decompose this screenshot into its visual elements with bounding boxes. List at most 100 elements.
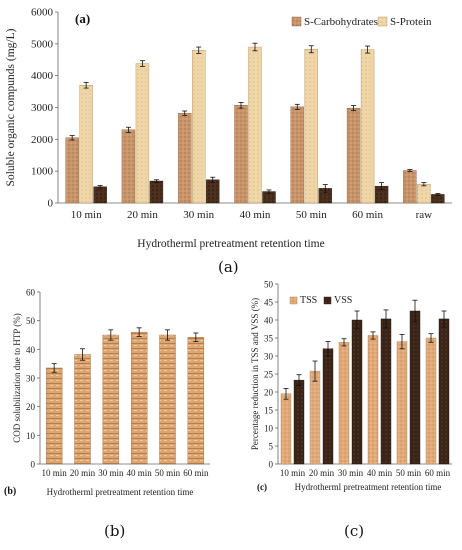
chart-a: 0 1000 2000 3000 4000 5000 6000 Soluble organic… [5, 7, 452, 250]
legend-label: S-Protein [390, 16, 432, 28]
y-axis-label: COD solubilization due to HTP (%) [12, 313, 22, 442]
y-tick-label: 60 [26, 288, 36, 298]
y-tick-label: 50 [26, 316, 36, 326]
legend-label: TSS [300, 295, 317, 306]
y-tick-label: 50 [264, 280, 274, 290]
y-axis-label: Percentage reduction in TSS and VSS (%) [250, 298, 260, 450]
legend-swatch [289, 296, 298, 305]
y-tick-label: 2000 [31, 134, 54, 146]
y-tick-label: 10 [264, 424, 274, 434]
x-tick-label: 50 min [396, 468, 422, 478]
y-tick-label: 45 [264, 298, 274, 308]
y-tick-label: 30 [26, 374, 36, 384]
legend-label: VSS [334, 295, 352, 306]
x-tick-label: 10 min [280, 468, 306, 478]
bar [346, 107, 361, 204]
bar [438, 318, 450, 465]
bar [304, 49, 318, 204]
y-tick-label: 40 [26, 345, 36, 355]
y-tick-label: 0 [48, 198, 54, 210]
x-tick-label: 50 min [155, 468, 181, 478]
y-tick-label: 5 [269, 442, 274, 452]
bar [409, 310, 421, 465]
panel-label: (b) [4, 486, 16, 497]
x-tick-label: 30 min [183, 209, 214, 221]
caption-a: (a) [218, 258, 239, 276]
y-tick-label: 20 [26, 402, 36, 412]
x-tick-label: 10 min [71, 209, 102, 221]
x-axis-label: Hydrotherml pretreatment retention time [47, 487, 194, 497]
bar [45, 367, 63, 465]
y-tick-label: 5000 [31, 38, 54, 50]
bar [187, 337, 205, 465]
bar [178, 113, 192, 204]
y-tick-label: 0 [269, 460, 274, 470]
y-tick-label: 3000 [31, 102, 54, 114]
bar [425, 337, 437, 465]
x-tick-label: 30 min [338, 468, 364, 478]
bar [351, 319, 363, 465]
y-axis-label: Soluble organic compunds (mg/L) [5, 28, 17, 186]
bar [159, 334, 176, 465]
y-tick-label: 40 [264, 316, 274, 326]
y-tick-label: 20 [264, 388, 274, 398]
bar [396, 341, 408, 465]
bar [417, 184, 431, 204]
bar [93, 186, 107, 204]
x-tick-label: 20 min [309, 468, 335, 478]
x-tick-label: 40 min [240, 209, 271, 221]
bar [74, 354, 91, 465]
bar [192, 50, 206, 204]
bar [130, 331, 148, 465]
panel-label: (a) [75, 11, 90, 26]
caption-b: (b) [104, 522, 126, 540]
bar [149, 180, 164, 204]
caption-c: (c) [344, 522, 365, 540]
panel-label: (c) [257, 482, 267, 492]
legend-swatch [377, 16, 388, 27]
bar [135, 63, 150, 204]
legend-label: S-Carbohydrates [304, 16, 378, 28]
bar [206, 179, 220, 204]
y-tick-label: 1000 [31, 166, 54, 178]
x-tick-label: 30 min [98, 468, 124, 478]
y-tick-label: 25 [264, 370, 274, 380]
bar [380, 318, 392, 465]
bar [290, 106, 304, 204]
x-axis-label: Hydrotherml pretreatment retention time [137, 238, 324, 250]
y-tick-label: 4000 [31, 70, 54, 82]
bar [280, 393, 292, 465]
y-tick-label: 10 [26, 431, 36, 441]
y-tick-label: 15 [264, 406, 274, 416]
legend-swatch [323, 296, 332, 305]
legend-swatch [291, 16, 302, 27]
x-tick-label: 10 min [42, 468, 68, 478]
y-tick-label: 35 [264, 334, 274, 344]
x-tick-label: 40 min [127, 468, 153, 478]
bar [293, 379, 305, 465]
bar [234, 105, 248, 204]
bar [248, 46, 262, 204]
bar [121, 129, 136, 204]
bar [338, 342, 350, 465]
bar [403, 170, 417, 204]
x-tick-label: 50 min [296, 209, 327, 221]
x-tick-label: 60 min [352, 209, 383, 221]
y-tick-label: 0 [31, 460, 36, 470]
x-tick-label: 40 min [367, 468, 393, 478]
x-tick-label: 20 min [70, 468, 96, 478]
x-tick-label: raw [416, 209, 433, 221]
y-tick-label: 6000 [31, 7, 54, 19]
x-tick-label: 60 min [183, 468, 209, 478]
chart-c: 0 5 10 15 20 25 30 35 40 45 50 Percentage reduction… [250, 280, 452, 492]
x-tick-label: 60 min [425, 468, 451, 478]
chart-b: 0 10 20 30 40 50 60 COD solubilization due to H… [4, 288, 210, 497]
bar [360, 49, 375, 204]
bar [102, 334, 120, 465]
bar [65, 137, 79, 204]
bar [322, 348, 334, 465]
x-axis-label: Hydrotherml pretreatment retention time [295, 482, 442, 492]
bar [367, 335, 379, 465]
bar [309, 370, 321, 465]
